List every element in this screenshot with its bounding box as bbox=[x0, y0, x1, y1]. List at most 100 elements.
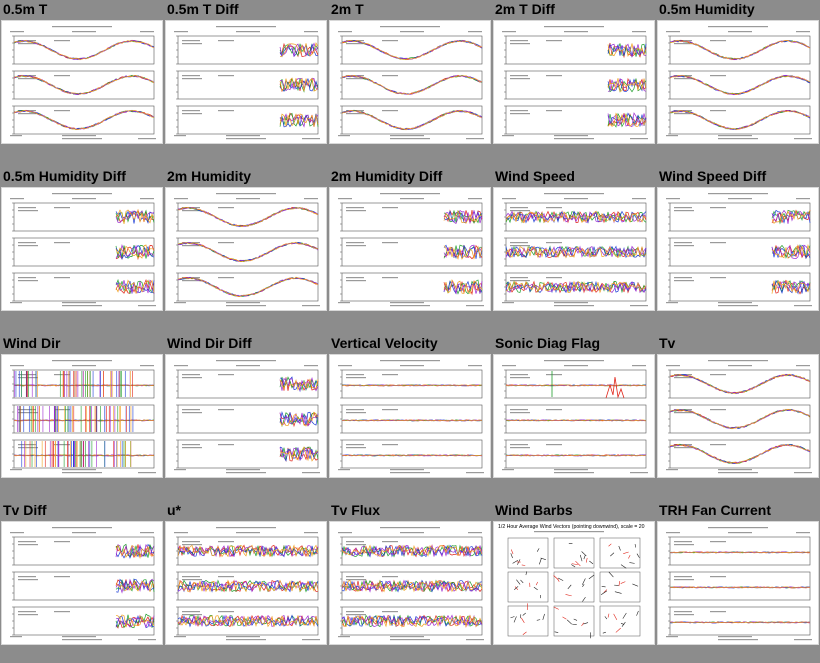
footer-label bbox=[226, 302, 260, 303]
legend-line bbox=[54, 611, 70, 612]
tile-title[interactable]: Tv Flux bbox=[331, 502, 380, 518]
date-label bbox=[632, 31, 646, 32]
plot-thumbnail[interactable] bbox=[657, 354, 819, 478]
plot-tile[interactable]: 2m Humidity Diff bbox=[329, 168, 491, 329]
plot-tile[interactable]: 0.5m Humidity bbox=[657, 1, 819, 162]
plot-tile[interactable]: 2m T Diff bbox=[493, 1, 655, 162]
plot-thumbnail[interactable] bbox=[493, 187, 655, 311]
tile-title[interactable]: 2m Humidity bbox=[167, 168, 251, 184]
wind-barb bbox=[572, 624, 577, 625]
plot-thumbnail[interactable] bbox=[657, 521, 819, 645]
plot-thumbnail[interactable] bbox=[329, 187, 491, 311]
tile-title[interactable]: Wind Speed bbox=[495, 168, 575, 184]
wind-barb bbox=[511, 616, 515, 617]
tile-title[interactable]: 2m Humidity Diff bbox=[331, 168, 442, 184]
plot-tile[interactable]: Tv Diff bbox=[1, 502, 163, 663]
tile-title[interactable]: Wind Speed Diff bbox=[659, 168, 766, 184]
wind-barb bbox=[605, 616, 607, 619]
legend-line bbox=[18, 544, 38, 545]
series-line bbox=[670, 374, 810, 393]
footer-label bbox=[174, 469, 186, 470]
tile-title[interactable]: TRH Fan Current bbox=[659, 502, 771, 518]
tile-title[interactable]: 0.5m Humidity Diff bbox=[3, 168, 126, 184]
plot-thumbnail[interactable] bbox=[329, 354, 491, 478]
date-label bbox=[728, 198, 752, 199]
plot-tile[interactable]: Wind Speed Diff bbox=[657, 168, 819, 329]
plot-tile[interactable]: Tv bbox=[657, 335, 819, 496]
plot-tile[interactable]: Wind Dir Diff bbox=[165, 335, 327, 496]
tile-title[interactable]: Sonic Diag Flag bbox=[495, 335, 600, 351]
plot-tile[interactable]: 2m T bbox=[329, 1, 491, 162]
plot-thumbnail[interactable] bbox=[657, 20, 819, 144]
plot-title-text bbox=[380, 360, 440, 361]
barb-panel bbox=[600, 572, 640, 602]
wind-barb bbox=[609, 572, 614, 577]
date-label bbox=[304, 365, 318, 366]
plot-tile[interactable]: u* bbox=[165, 502, 327, 663]
plot-thumbnail[interactable] bbox=[1, 521, 163, 645]
footer-label bbox=[718, 639, 758, 640]
plot-thumbnail[interactable] bbox=[1, 354, 163, 478]
date-label bbox=[236, 31, 260, 32]
plot-tile[interactable]: TRH Fan Current bbox=[657, 502, 819, 663]
plot-tile[interactable]: Wind Speed bbox=[493, 168, 655, 329]
footer-label bbox=[554, 135, 588, 136]
plot-svg bbox=[330, 188, 490, 310]
tile-title[interactable]: Wind Dir Diff bbox=[167, 335, 252, 351]
plot-thumbnail[interactable] bbox=[165, 354, 327, 478]
wind-barb bbox=[571, 565, 575, 568]
plot-tile[interactable]: 0.5m T bbox=[1, 1, 163, 162]
footer-label bbox=[794, 472, 812, 473]
tile-title[interactable]: Tv Diff bbox=[3, 502, 47, 518]
tile-title[interactable]: 2m T Diff bbox=[495, 1, 555, 17]
date-label bbox=[502, 365, 516, 366]
plot-thumbnail[interactable] bbox=[1, 20, 163, 144]
plot-tile[interactable]: 0.5m T Diff bbox=[165, 1, 327, 162]
footer-label bbox=[554, 305, 594, 306]
wind-barb bbox=[619, 546, 621, 550]
plot-thumbnail[interactable] bbox=[329, 20, 491, 144]
tile-title[interactable]: 0.5m T Diff bbox=[167, 1, 239, 17]
plot-thumbnail[interactable] bbox=[329, 521, 491, 645]
tile-title[interactable]: 2m T bbox=[331, 1, 364, 17]
plot-tile[interactable]: Vertical Velocity bbox=[329, 335, 491, 496]
footer-label bbox=[338, 636, 350, 637]
date-label bbox=[796, 198, 810, 199]
date-label bbox=[72, 198, 96, 199]
plot-thumbnail[interactable] bbox=[493, 354, 655, 478]
footer-label bbox=[718, 636, 752, 637]
tile-title[interactable]: Wind Dir bbox=[3, 335, 60, 351]
tile-title[interactable]: Tv bbox=[659, 335, 675, 351]
plot-title-text bbox=[708, 193, 768, 194]
plot-tile[interactable]: Wind Barbs 1/2 Hour Average Wind Vectors … bbox=[493, 502, 655, 663]
plot-thumbnail[interactable] bbox=[657, 187, 819, 311]
legend-line bbox=[182, 43, 202, 44]
plot-thumbnail[interactable]: 1/2 Hour Average Wind Vectors (pointing … bbox=[493, 521, 655, 645]
legend-line bbox=[546, 242, 562, 243]
plot-tile[interactable]: Sonic Diag Flag bbox=[493, 335, 655, 496]
plot-tile[interactable]: 0.5m Humidity Diff bbox=[1, 168, 163, 329]
legend-line bbox=[346, 541, 364, 542]
plot-thumbnail[interactable] bbox=[165, 187, 327, 311]
plot-tile[interactable]: 2m Humidity bbox=[165, 168, 327, 329]
plot-thumbnail[interactable] bbox=[165, 521, 327, 645]
wind-barb bbox=[586, 558, 587, 563]
plot-thumbnail[interactable] bbox=[493, 20, 655, 144]
plot-thumbnail[interactable] bbox=[1, 187, 163, 311]
footer-label bbox=[718, 305, 758, 306]
tile-title[interactable]: Vertical Velocity bbox=[331, 335, 438, 351]
date-label bbox=[10, 31, 24, 32]
legend-line bbox=[382, 207, 398, 208]
tile-title[interactable]: 0.5m T bbox=[3, 1, 47, 17]
plot-thumbnail[interactable] bbox=[165, 20, 327, 144]
plot-tile[interactable]: Tv Flux bbox=[329, 502, 491, 663]
wind-barb bbox=[616, 628, 621, 632]
wind-barb bbox=[608, 614, 609, 618]
tile-title[interactable]: u* bbox=[167, 502, 181, 518]
footer-label bbox=[62, 302, 96, 303]
tile-title[interactable]: 0.5m Humidity bbox=[659, 1, 755, 17]
plot-tile[interactable]: Wind Dir bbox=[1, 335, 163, 496]
date-label bbox=[236, 365, 260, 366]
tile-title[interactable]: Wind Barbs bbox=[495, 502, 573, 518]
